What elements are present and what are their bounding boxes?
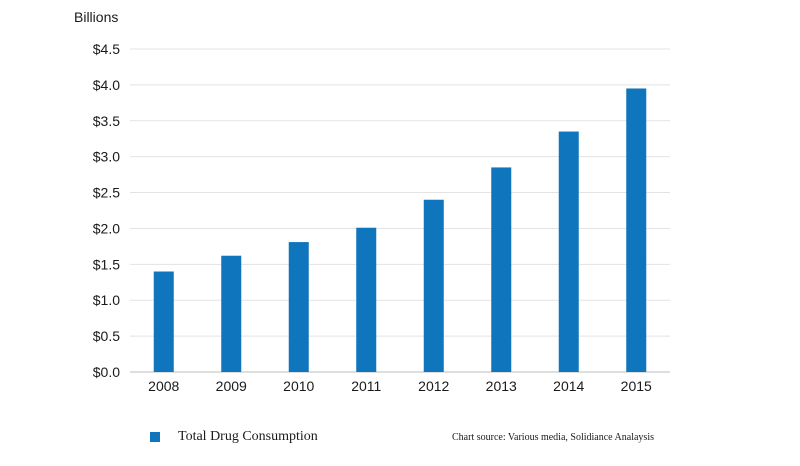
bar-2010 — [288, 242, 309, 372]
bar-2012 — [423, 199, 444, 372]
x-tick-label: 2008 — [148, 378, 179, 394]
y-tick-label: $4.5 — [93, 41, 120, 57]
legend-label: Total Drug Consumption — [178, 429, 318, 444]
gridlines — [130, 48, 670, 373]
y-tick-label: $0.5 — [93, 328, 120, 344]
x-tick-label: 2009 — [216, 378, 247, 394]
x-tick-label: 2010 — [283, 378, 314, 394]
bar-2013 — [491, 167, 512, 372]
x-tick-label: 2013 — [486, 378, 517, 394]
y-axis-ticks: $0.0 $0.5 $1.0 $1.5 $2.0 $2.5 $3.0 $3.5 $4.0 $4.5 — [93, 41, 120, 380]
bars — [153, 88, 647, 372]
y-tick-label: $0.0 — [93, 364, 120, 380]
y-tick-label: $2.0 — [93, 220, 120, 236]
x-tick-label: 2012 — [418, 378, 449, 394]
legend: Total Drug Consumption — [150, 429, 318, 445]
x-tick-label: 2014 — [553, 378, 584, 394]
y-axis-unit-label: Billions — [74, 9, 118, 25]
bar-2011 — [356, 227, 377, 372]
y-tick-label: $1.5 — [93, 256, 120, 272]
y-tick-label: $1.0 — [93, 292, 120, 308]
x-axis-ticks: 2008 2009 2010 2011 2012 2013 2014 2015 — [148, 378, 652, 394]
legend-swatch — [150, 432, 160, 442]
y-tick-label: $2.5 — [93, 185, 120, 201]
x-tick-label: 2015 — [621, 378, 652, 394]
y-tick-label: $4.0 — [93, 77, 120, 93]
y-tick-label: $3.0 — [93, 149, 120, 165]
chart-source-note: Chart source: Various media, Solidiance … — [452, 432, 654, 443]
bar-2014 — [558, 131, 579, 372]
y-tick-label: $3.5 — [93, 113, 120, 129]
bar-2008 — [153, 271, 174, 372]
x-tick-label: 2011 — [351, 378, 381, 394]
bar-2015 — [626, 88, 647, 372]
bar-2009 — [221, 255, 242, 372]
